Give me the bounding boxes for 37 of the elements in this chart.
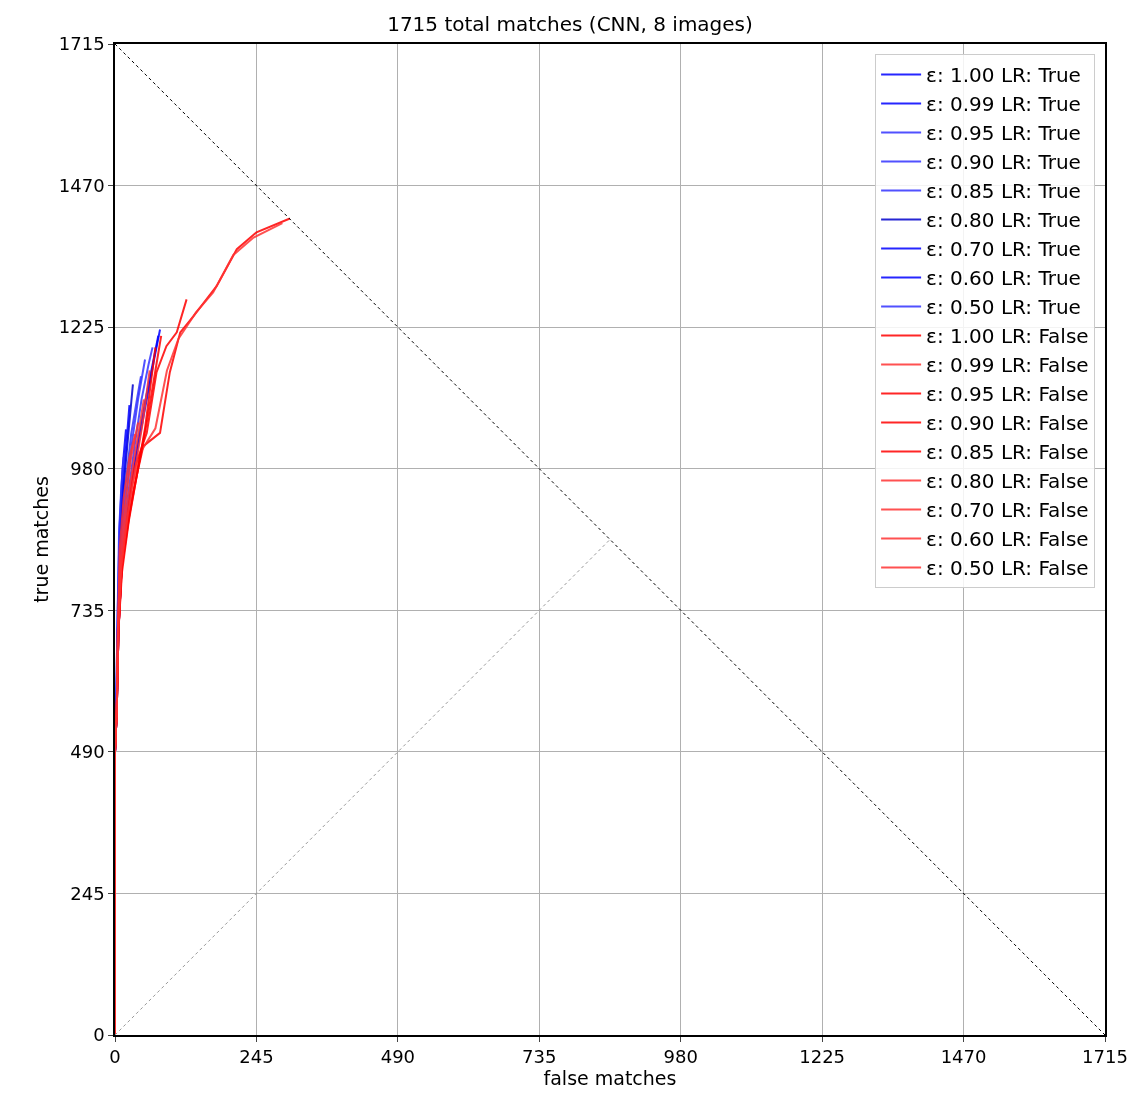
x-tick-label: 1715: [1082, 1046, 1128, 1068]
y-tick-label: 1225: [58, 316, 105, 338]
legend-label: ε: 0.95 LR: True: [926, 121, 1081, 146]
y-tick-label: 1470: [58, 174, 105, 196]
chart-title: 1715 total matches (CNN, 8 images): [387, 11, 753, 36]
y-tick-label: 735: [70, 599, 105, 621]
x-tick-label: 735: [522, 1046, 557, 1068]
legend-label: ε: 0.99 LR: False: [926, 353, 1089, 378]
y-axis-title: true matches: [30, 476, 53, 603]
x-tick-label: 245: [239, 1046, 274, 1068]
legend-label: ε: 1.00 LR: True: [926, 63, 1081, 88]
y-tick-label: 490: [70, 741, 105, 763]
legend-label: ε: 0.95 LR: False: [926, 382, 1089, 407]
legend-label: ε: 0.99 LR: True: [926, 92, 1081, 117]
legend-label: ε: 0.90 LR: False: [926, 411, 1089, 436]
legend-label: ε: 0.60 LR: True: [926, 266, 1081, 291]
legend-label: ε: 0.50 LR: False: [926, 556, 1089, 581]
legend-label: ε: 1.00 LR: False: [926, 324, 1089, 349]
legend-label: ε: 0.80 LR: True: [926, 208, 1081, 233]
legend-label: ε: 0.85 LR: True: [926, 179, 1081, 204]
x-tick-label: 0: [109, 1046, 121, 1068]
x-tick-label: 1470: [940, 1046, 987, 1068]
legend-label: ε: 0.50 LR: True: [926, 295, 1081, 320]
y-tick-label: 1715: [58, 33, 105, 55]
legend-label: ε: 0.70 LR: False: [926, 498, 1089, 523]
y-tick-label: 980: [70, 458, 105, 480]
legend-label: ε: 0.60 LR: False: [926, 527, 1089, 552]
legend-label: ε: 0.90 LR: True: [926, 150, 1081, 175]
x-tick-label: 1225: [799, 1046, 846, 1068]
y-tick-label: 0: [93, 1024, 105, 1046]
x-tick-label: 490: [380, 1046, 416, 1068]
x-tick-label: 980: [663, 1046, 698, 1068]
y-tick-label: 245: [70, 882, 105, 904]
legend-label: ε: 0.80 LR: False: [926, 469, 1089, 494]
legend-label: ε: 0.70 LR: True: [926, 237, 1081, 262]
x-axis-title: false matches: [543, 1067, 677, 1090]
legend-label: ε: 0.85 LR: False: [926, 440, 1089, 465]
